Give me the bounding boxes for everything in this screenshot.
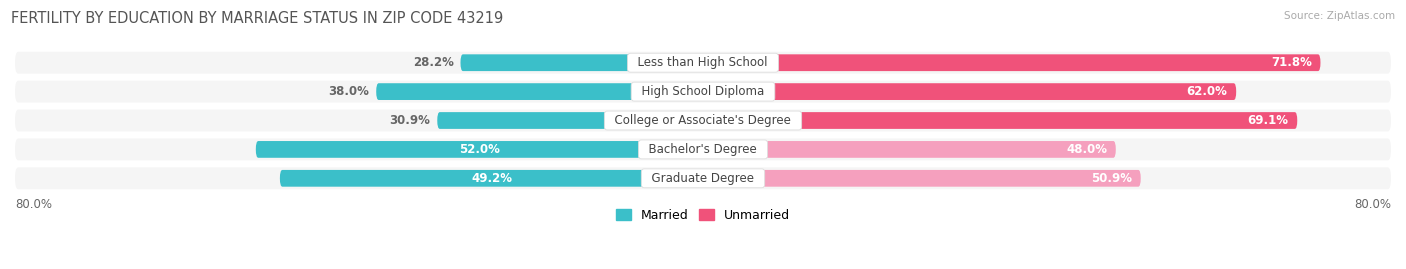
Text: 52.0%: 52.0%: [458, 143, 501, 156]
Text: Bachelor's Degree: Bachelor's Degree: [641, 143, 765, 156]
Text: College or Associate's Degree: College or Associate's Degree: [607, 114, 799, 127]
FancyBboxPatch shape: [377, 83, 703, 100]
Text: 28.2%: 28.2%: [413, 56, 454, 69]
Legend: Married, Unmarried: Married, Unmarried: [612, 204, 794, 227]
Text: Less than High School: Less than High School: [630, 56, 776, 69]
Text: 80.0%: 80.0%: [15, 198, 52, 211]
FancyBboxPatch shape: [280, 170, 703, 187]
FancyBboxPatch shape: [256, 141, 703, 158]
FancyBboxPatch shape: [461, 54, 703, 71]
FancyBboxPatch shape: [15, 109, 1391, 132]
FancyBboxPatch shape: [703, 54, 1320, 71]
Text: 69.1%: 69.1%: [1247, 114, 1289, 127]
Text: 71.8%: 71.8%: [1271, 56, 1312, 69]
FancyBboxPatch shape: [15, 167, 1391, 189]
FancyBboxPatch shape: [703, 112, 1298, 129]
Text: 30.9%: 30.9%: [389, 114, 430, 127]
Text: 62.0%: 62.0%: [1187, 85, 1227, 98]
Text: High School Diploma: High School Diploma: [634, 85, 772, 98]
FancyBboxPatch shape: [703, 83, 1236, 100]
FancyBboxPatch shape: [437, 112, 703, 129]
FancyBboxPatch shape: [703, 170, 1140, 187]
Text: FERTILITY BY EDUCATION BY MARRIAGE STATUS IN ZIP CODE 43219: FERTILITY BY EDUCATION BY MARRIAGE STATU…: [11, 11, 503, 26]
Text: 48.0%: 48.0%: [1066, 143, 1107, 156]
FancyBboxPatch shape: [15, 139, 1391, 160]
Text: Source: ZipAtlas.com: Source: ZipAtlas.com: [1284, 11, 1395, 21]
Text: 49.2%: 49.2%: [471, 172, 512, 185]
Text: Graduate Degree: Graduate Degree: [644, 172, 762, 185]
Text: 50.9%: 50.9%: [1091, 172, 1132, 185]
FancyBboxPatch shape: [15, 52, 1391, 74]
Text: 80.0%: 80.0%: [1354, 198, 1391, 211]
FancyBboxPatch shape: [703, 141, 1116, 158]
Text: 38.0%: 38.0%: [329, 85, 370, 98]
FancyBboxPatch shape: [15, 81, 1391, 102]
